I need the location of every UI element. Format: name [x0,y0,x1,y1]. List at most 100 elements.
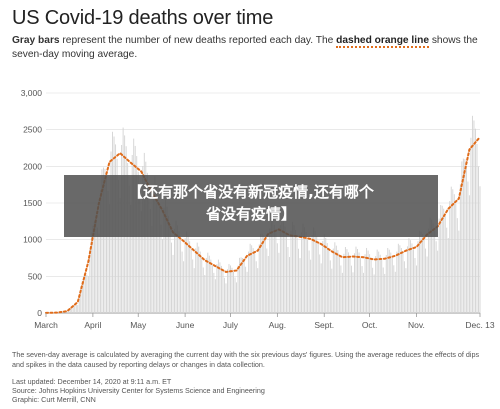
daily-death-bar [299,258,301,313]
y-tick-label: 0 [37,308,42,318]
daily-death-bar [92,225,94,313]
daily-death-bar [275,232,277,313]
daily-death-bar [186,231,188,313]
axes: March April May June July Aug. Sept. Oct. Nov. De… [34,313,495,330]
daily-death-bar [375,256,377,313]
daily-death-bar [149,208,151,313]
daily-death-bar [81,280,83,313]
daily-death-bar [304,227,306,313]
daily-death-bar [335,245,337,313]
daily-death-bar [434,230,436,313]
daily-death-bar [225,283,227,313]
x-tick-label: Sept. [314,320,334,330]
daily-death-bar [240,257,242,313]
daily-death-bar [397,243,399,313]
daily-death-bar [343,253,345,313]
daily-death-bar [130,204,132,313]
daily-death-bar [264,240,266,313]
daily-death-bar [413,249,414,313]
graphic-credit: Graphic: Curt Merrill, CNN [12,395,96,404]
daily-death-bar [101,169,103,313]
daily-death-bar [266,248,268,313]
daily-death-bar [273,224,275,313]
daily-death-bar [205,257,207,313]
daily-death-bar [316,236,318,313]
daily-death-bar [292,221,293,313]
daily-death-bar [431,219,433,313]
x-tick-label: Dec. 13 [465,320,495,330]
daily-death-bar [379,254,381,313]
daily-death-bar [190,249,192,313]
daily-death-bar [152,187,154,313]
daily-death-bar [290,230,292,313]
daily-death-bar [154,176,156,313]
daily-death-bar [475,128,476,313]
daily-death-bar [254,253,256,313]
daily-death-bar [308,250,310,313]
daily-death-bar [263,235,265,313]
daily-death-bar [178,231,180,313]
subtitle-text: represent the number of new deaths repor… [59,35,337,46]
daily-death-bar [317,244,319,313]
daily-death-bar [370,259,372,313]
daily-death-bar [77,305,79,313]
daily-death-bar [358,252,360,313]
last-updated: Last updated: December 14, 2020 at 9:11 … [12,377,172,386]
daily-death-bar [174,228,175,313]
daily-death-bar [84,273,86,313]
daily-death-bar [118,179,120,313]
daily-death-bar [422,234,423,313]
deaths-chart: 0 500 1000 1500 2000 2500 3,000 March April May J… [21,88,495,330]
daily-death-bar [459,184,461,313]
daily-death-bar [360,258,361,313]
daily-death-bar [394,271,396,313]
daily-death-bar [66,311,68,313]
daily-death-bar [284,226,286,313]
daily-death-bar [319,254,321,313]
daily-death-bar [80,286,82,313]
daily-death-bar [171,242,172,313]
daily-death-bar [193,268,195,313]
daily-death-bar [69,307,71,313]
daily-death-bar [417,241,419,313]
daily-death-bar [172,254,174,313]
x-tick-label: July [223,320,239,330]
x-tick-label: March [34,320,58,330]
daily-death-bar [393,265,395,313]
daily-death-bar [385,255,387,313]
daily-death-bar [71,306,73,313]
daily-death-bar [416,265,417,313]
daily-death-bar [252,248,254,313]
daily-death-bar [441,205,443,313]
daily-death-bar [476,144,478,313]
daily-death-bar [311,235,313,313]
daily-death-bar [104,168,106,313]
daily-death-bar [402,253,404,313]
daily-death-bar [181,251,183,313]
average-line-path [45,136,481,314]
daily-death-bar [258,244,260,313]
seven-day-average-line [45,136,481,314]
daily-death-bar [163,207,165,313]
daily-death-bar [208,255,210,313]
daily-death-bar [435,241,437,313]
daily-death-bar [183,261,185,313]
daily-death-bar [220,265,222,313]
daily-death-bar [246,271,248,313]
daily-death-bar [302,223,304,313]
x-tick-label: Oct. [362,320,378,330]
daily-death-bar [471,115,473,313]
daily-death-bar [440,204,442,313]
daily-death-bar [161,239,163,313]
daily-death-bar [462,158,464,313]
daily-death-bar [322,241,324,313]
daily-death-bar [347,252,349,313]
daily-death-bar [189,241,191,313]
daily-death-bar [409,240,411,313]
y-tick-label: 1000 [23,235,42,245]
daily-death-bar [137,171,139,313]
daily-death-bar [354,253,355,313]
daily-death-bar [127,163,129,313]
daily-death-bar [175,220,177,313]
daily-death-bar [278,252,280,313]
